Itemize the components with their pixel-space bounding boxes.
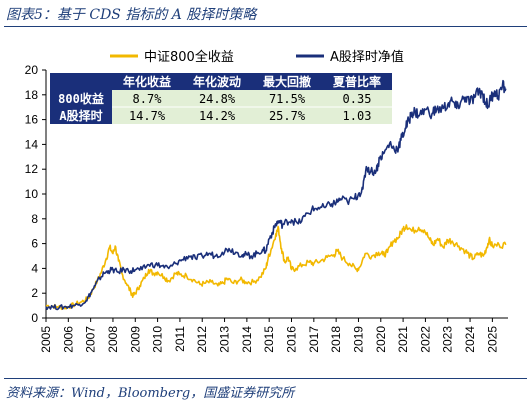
y-tick-label: 0: [31, 311, 38, 325]
table-cell: 8.7%: [133, 92, 163, 106]
legend-entry: 中证800全收益: [144, 49, 234, 65]
title-divider: [4, 26, 527, 27]
x-tick-label: 2014: [240, 326, 254, 353]
x-tick-label: 2017: [307, 326, 321, 353]
table-row-label: 800收益: [58, 91, 104, 106]
table-header-cell: 年化收益: [123, 74, 171, 89]
y-tick-label: 10: [25, 187, 39, 201]
table-header-cell: 夏普比率: [333, 74, 381, 89]
table-row-label: A股择时: [59, 108, 102, 123]
x-tick-label: 2023: [441, 326, 455, 353]
y-tick-label: 2: [31, 286, 38, 300]
table-cell: 1.03: [343, 109, 372, 123]
y-tick-label: 12: [25, 162, 39, 176]
x-tick-label: 2022: [418, 326, 432, 353]
x-tick-label: 2019: [351, 326, 365, 353]
x-tick-label: 2010: [151, 326, 165, 353]
table-header-cell: 年化波动: [193, 74, 241, 89]
table-cell: 14.2%: [199, 109, 236, 123]
x-tick-label: 2025: [485, 326, 499, 353]
x-tick-label: 2008: [106, 326, 120, 353]
y-tick-label: 6: [31, 237, 38, 251]
x-tick-label: 2013: [218, 326, 232, 353]
y-tick-label: 20: [25, 63, 39, 77]
y-tick-label: 14: [25, 137, 39, 151]
x-tick-label: 2016: [285, 326, 299, 353]
table-cell: 14.7%: [129, 109, 166, 123]
x-tick-label: 2018: [329, 326, 343, 353]
table-rowhead-bg: [50, 90, 112, 124]
table-cell: 0.35: [343, 92, 372, 106]
y-tick-label: 8: [31, 212, 38, 226]
x-tick-label: 2024: [463, 326, 477, 353]
y-tick-label: 16: [25, 113, 39, 127]
x-tick-label: 2007: [84, 326, 98, 353]
x-tick-label: 2012: [195, 326, 209, 353]
chart-axes: 0 2 4 6 8 10 12 14 16 18 20 2005 2006 2007 2008 2009 201…: [25, 63, 508, 353]
x-tick-label: 2006: [61, 326, 75, 353]
x-tick-label: 2011: [173, 326, 187, 352]
table-cell: 24.8%: [199, 92, 236, 106]
x-tick-label: 2015: [262, 326, 276, 353]
series-line-csi800: [45, 224, 507, 311]
table-header-bg: [50, 73, 392, 90]
figure-title: 图表5：基于 CDS 指标的 A 股择时策略: [6, 7, 257, 23]
table-cell: 71.5%: [269, 92, 306, 106]
source-note: 资料来源：Wind，Bloomberg，国盛证券研究所: [6, 386, 295, 401]
x-tick-label: 2020: [374, 326, 388, 353]
x-tick-label: 2009: [128, 326, 142, 353]
chart-series: [45, 79, 507, 311]
legend-entry: A股择时净值: [330, 49, 404, 65]
table-header-cell: 最大回撤: [263, 74, 311, 89]
x-tick-label: 2021: [396, 326, 410, 353]
x-tick-label: 2005: [39, 326, 53, 353]
series-line-timing: [45, 79, 507, 311]
table-cell: 25.7%: [269, 109, 306, 123]
stats-table: 年化收益 年化波动 最大回撤 夏普比率 800收益 8.7% 24.8% 71.5% 0.35 A…: [50, 73, 392, 124]
source-divider: [4, 378, 527, 379]
y-tick-label: 4: [31, 261, 38, 275]
chart-legend: 中证800全收益 A股择时净值: [110, 49, 404, 65]
y-tick-label: 18: [25, 88, 39, 102]
